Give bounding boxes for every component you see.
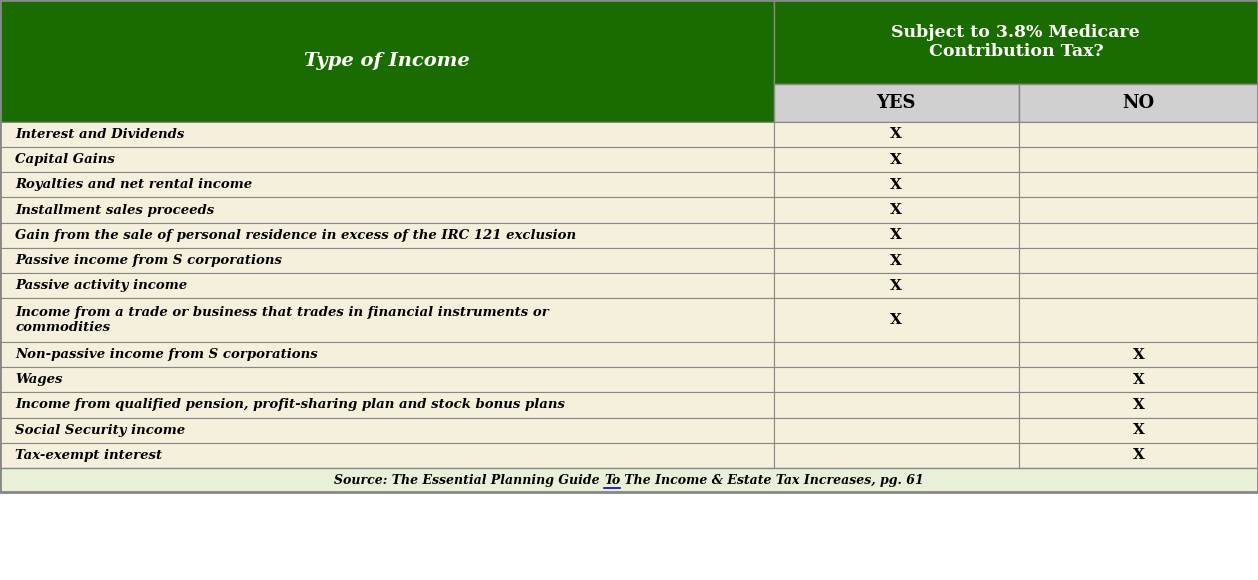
Bar: [774, 223, 1019, 248]
Bar: [0, 418, 774, 443]
Text: X: X: [891, 203, 902, 217]
Text: NO: NO: [1122, 94, 1155, 112]
Bar: [774, 84, 1019, 122]
Bar: [774, 147, 1019, 172]
Bar: [774, 273, 1019, 298]
Bar: [1019, 223, 1258, 248]
Bar: [0, 197, 774, 223]
Text: X: X: [891, 229, 902, 242]
Bar: [1019, 172, 1258, 197]
Text: Income from qualified pension, profit-sharing plan and stock bonus plans: Income from qualified pension, profit-sh…: [15, 398, 565, 411]
Text: Installment sales proceeds: Installment sales proceeds: [15, 204, 214, 216]
Text: Passive activity income: Passive activity income: [15, 280, 187, 292]
Bar: [774, 342, 1019, 367]
Text: Tax-exempt interest: Tax-exempt interest: [15, 449, 162, 462]
Bar: [0, 468, 1258, 492]
Text: Royalties and net rental income: Royalties and net rental income: [15, 179, 252, 191]
Text: X: X: [1132, 398, 1145, 412]
Bar: [774, 298, 1019, 342]
Bar: [1019, 342, 1258, 367]
Text: To: To: [604, 474, 620, 487]
Text: X: X: [891, 128, 902, 142]
Bar: [0, 147, 774, 172]
Bar: [1019, 418, 1258, 443]
Text: X: X: [891, 178, 902, 192]
Bar: [1019, 147, 1258, 172]
Bar: [0, 0, 1258, 492]
Bar: [774, 172, 1019, 197]
Bar: [774, 367, 1019, 392]
Text: Social Security income: Social Security income: [15, 424, 185, 437]
Bar: [0, 172, 774, 197]
Text: X: X: [1132, 448, 1145, 462]
Bar: [774, 418, 1019, 443]
Text: X: X: [1132, 347, 1145, 361]
Bar: [0, 342, 774, 367]
Bar: [774, 197, 1019, 223]
Bar: [0, 273, 774, 298]
Bar: [1019, 84, 1258, 122]
Bar: [1019, 392, 1258, 418]
Text: Interest and Dividends: Interest and Dividends: [15, 128, 185, 141]
Text: X: X: [891, 153, 902, 166]
Bar: [774, 248, 1019, 273]
Text: Subject to 3.8% Medicare
Contribution Tax?: Subject to 3.8% Medicare Contribution Ta…: [892, 24, 1140, 60]
Bar: [0, 248, 774, 273]
Text: Gain from the sale of personal residence in excess of the IRC 121 exclusion: Gain from the sale of personal residence…: [15, 229, 576, 242]
Text: Passive income from S corporations: Passive income from S corporations: [15, 254, 282, 267]
Bar: [1019, 273, 1258, 298]
Text: Non-passive income from S corporations: Non-passive income from S corporations: [15, 348, 318, 361]
Bar: [0, 367, 774, 392]
Bar: [0, 122, 774, 147]
Bar: [0, 392, 774, 418]
Bar: [774, 443, 1019, 468]
Bar: [1019, 367, 1258, 392]
Bar: [1019, 298, 1258, 342]
Bar: [1019, 248, 1258, 273]
Text: X: X: [1132, 373, 1145, 387]
Bar: [1019, 122, 1258, 147]
Text: X: X: [891, 313, 902, 327]
Text: X: X: [891, 253, 902, 267]
Bar: [774, 0, 1258, 84]
Bar: [0, 223, 774, 248]
Bar: [0, 298, 774, 342]
Text: Source: The Essential Planning Guide: Source: The Essential Planning Guide: [335, 474, 604, 487]
Text: Income from a trade or business that trades in financial instruments or
commodit: Income from a trade or business that tra…: [15, 306, 548, 334]
Text: The Income & Estate Tax Increases, pg. 61: The Income & Estate Tax Increases, pg. 6…: [620, 474, 923, 487]
Bar: [774, 122, 1019, 147]
Text: X: X: [891, 279, 902, 293]
Text: Capital Gains: Capital Gains: [15, 153, 114, 166]
Bar: [0, 443, 774, 468]
Bar: [774, 392, 1019, 418]
Bar: [1019, 443, 1258, 468]
Text: Type of Income: Type of Income: [304, 52, 469, 70]
Text: X: X: [1132, 423, 1145, 437]
Bar: [1019, 197, 1258, 223]
Text: YES: YES: [877, 94, 916, 112]
Bar: [0, 0, 774, 122]
Text: Wages: Wages: [15, 374, 63, 386]
